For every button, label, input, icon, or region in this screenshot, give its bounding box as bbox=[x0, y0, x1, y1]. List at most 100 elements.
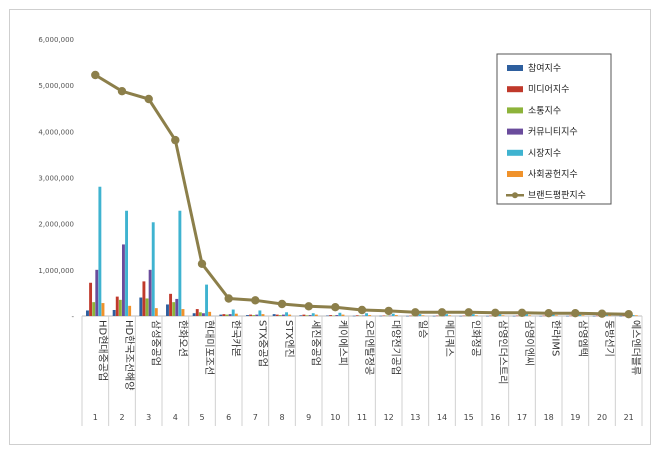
category-label: 대양전기공업 bbox=[390, 320, 403, 375]
bar bbox=[385, 315, 389, 317]
bar bbox=[622, 315, 626, 317]
bar bbox=[435, 315, 439, 317]
bar bbox=[631, 315, 635, 316]
x-axis: HD현대중공업 1 HD한국조선해양 2 삼성중공업 3 한화오션 4 현대미포조선 5 한국카본 6… bbox=[81, 316, 643, 426]
bar bbox=[595, 315, 599, 317]
bar bbox=[338, 312, 342, 316]
bar bbox=[166, 304, 169, 316]
rank-label: 12 bbox=[384, 413, 394, 422]
legend-label: 소통지수 bbox=[528, 105, 561, 116]
bar bbox=[98, 186, 102, 316]
bar bbox=[314, 314, 318, 316]
bar bbox=[471, 314, 475, 316]
line-point bbox=[117, 87, 127, 96]
bar bbox=[512, 315, 516, 317]
y-tick-label: 4,000,000 bbox=[38, 128, 74, 136]
rank-label: 6 bbox=[226, 413, 231, 422]
category-label: 세진중공업 bbox=[310, 320, 323, 366]
category-label: 한국카본 bbox=[230, 320, 242, 357]
bar bbox=[154, 308, 158, 316]
legend-swatch bbox=[507, 107, 523, 114]
category-label: 메디쿼스 bbox=[443, 320, 455, 357]
line-point bbox=[251, 296, 260, 305]
bar bbox=[528, 315, 532, 316]
category-label: 오리엔탈정공 bbox=[363, 320, 376, 375]
bar bbox=[112, 310, 116, 316]
bar bbox=[282, 314, 285, 316]
bar bbox=[142, 281, 146, 317]
bar bbox=[418, 314, 422, 316]
rank-label: 1 bbox=[93, 413, 98, 422]
bar bbox=[192, 313, 196, 316]
legend-swatch bbox=[507, 86, 523, 93]
bar bbox=[486, 315, 489, 317]
bar bbox=[225, 314, 229, 316]
category-label: 한라IMS bbox=[550, 320, 562, 356]
category-label: STX엔진 bbox=[283, 320, 295, 358]
line-point bbox=[91, 70, 100, 80]
bar bbox=[605, 314, 608, 316]
y-axis: - 1,000,000 2,000,000 3,000,000 4,000,000 5,0… bbox=[38, 36, 74, 321]
bar bbox=[222, 314, 226, 316]
bar bbox=[498, 314, 502, 316]
y-tick-label: 3,000,000 bbox=[38, 175, 74, 183]
rank-label: 5 bbox=[199, 413, 204, 422]
rank-label: 18 bbox=[544, 413, 554, 422]
bar bbox=[195, 309, 199, 316]
bar bbox=[261, 314, 265, 316]
bar bbox=[234, 313, 238, 316]
rank-label: 13 bbox=[410, 413, 420, 422]
line-point bbox=[224, 294, 233, 303]
category-label: 인화정공 bbox=[470, 320, 482, 357]
line-point bbox=[597, 309, 607, 318]
line-point bbox=[517, 308, 527, 317]
bar bbox=[355, 315, 359, 316]
bar bbox=[448, 315, 452, 316]
legend-swatch bbox=[507, 65, 523, 71]
line-point bbox=[437, 308, 447, 317]
bar bbox=[365, 313, 368, 316]
bar bbox=[542, 315, 546, 317]
bar bbox=[525, 314, 528, 316]
rank-label: 19 bbox=[570, 413, 580, 422]
bar bbox=[409, 315, 413, 317]
bar bbox=[169, 293, 173, 316]
bar bbox=[175, 298, 179, 316]
rank-label: 11 bbox=[357, 413, 367, 422]
bar bbox=[358, 315, 362, 317]
rank-label: 10 bbox=[330, 413, 340, 422]
chart-canvas: - 1,000,000 2,000,000 3,000,000 4,000,000 5,0… bbox=[38, 36, 643, 426]
y-tick-label: 1,000,000 bbox=[38, 267, 74, 275]
bar bbox=[581, 315, 585, 316]
legend-swatch bbox=[507, 149, 523, 156]
bar bbox=[198, 312, 202, 316]
category-label: HD한국조선해양 bbox=[123, 320, 136, 390]
bar bbox=[335, 315, 339, 316]
bar bbox=[362, 315, 365, 317]
legend-label: 미디어지수 bbox=[528, 84, 569, 95]
bar bbox=[118, 299, 122, 316]
line-point bbox=[304, 302, 313, 311]
bar bbox=[122, 244, 125, 316]
line-point bbox=[491, 308, 500, 317]
bar bbox=[406, 315, 409, 317]
line-point bbox=[277, 299, 287, 309]
bar bbox=[421, 315, 425, 316]
bar bbox=[554, 315, 558, 316]
rank-label: 8 bbox=[279, 413, 284, 422]
rank-label: 21 bbox=[624, 413, 634, 422]
bar bbox=[445, 314, 448, 316]
bar bbox=[578, 314, 582, 316]
bar bbox=[278, 315, 282, 316]
y-tick-label: 2,000,000 bbox=[38, 221, 74, 229]
rank-label: 15 bbox=[464, 413, 474, 422]
line-point bbox=[544, 309, 553, 318]
bar bbox=[341, 314, 345, 316]
line-point bbox=[384, 306, 393, 316]
chart-frame: - 1,000,000 2,000,000 3,000,000 4,000,000 5,0… bbox=[9, 9, 651, 445]
bar bbox=[501, 315, 505, 316]
y-tick-label: 5,000,000 bbox=[38, 82, 74, 90]
bar bbox=[205, 284, 208, 316]
rank-label: 7 bbox=[253, 413, 258, 422]
bar bbox=[332, 315, 336, 317]
